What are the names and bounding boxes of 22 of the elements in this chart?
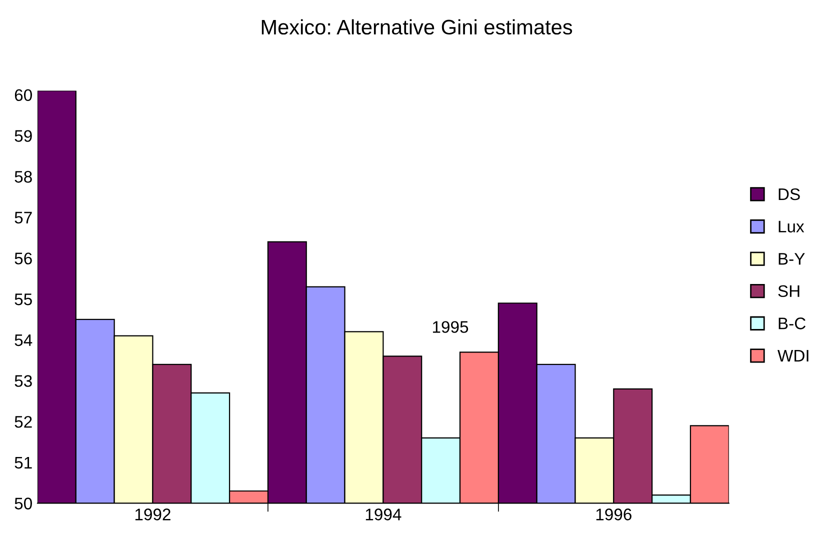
x-tick-label: 1992 — [135, 508, 170, 520]
y-tick-label: 55 — [14, 294, 32, 306]
y-tick-label: 54 — [14, 334, 32, 346]
legend-label: WDI — [778, 350, 808, 362]
y-tick-label: 59 — [14, 130, 32, 142]
y-tick-label: 57 — [14, 212, 32, 224]
y-tick-label: 60 — [14, 89, 32, 102]
legend-label: B-C — [778, 318, 806, 330]
y-tick-label: 52 — [14, 416, 32, 428]
y-tick-label: 50 — [14, 498, 32, 510]
chart-title: Mexico: Alternative Gini estimates — [262, 19, 572, 35]
legend-label: Lux — [778, 220, 804, 232]
y-tick-label: 53 — [14, 375, 32, 387]
legend-label: SH — [778, 285, 800, 298]
x-tick-label: 1994 — [366, 508, 402, 520]
annotation: 1995 — [432, 321, 468, 333]
x-tick-label: 1996 — [596, 508, 632, 520]
legend-label: DS — [778, 188, 800, 200]
legend-label: B-Y — [778, 253, 805, 265]
y-tick-label: 51 — [14, 456, 32, 469]
y-tick-label: 56 — [14, 252, 32, 264]
y-tick-label: 58 — [14, 170, 32, 183]
